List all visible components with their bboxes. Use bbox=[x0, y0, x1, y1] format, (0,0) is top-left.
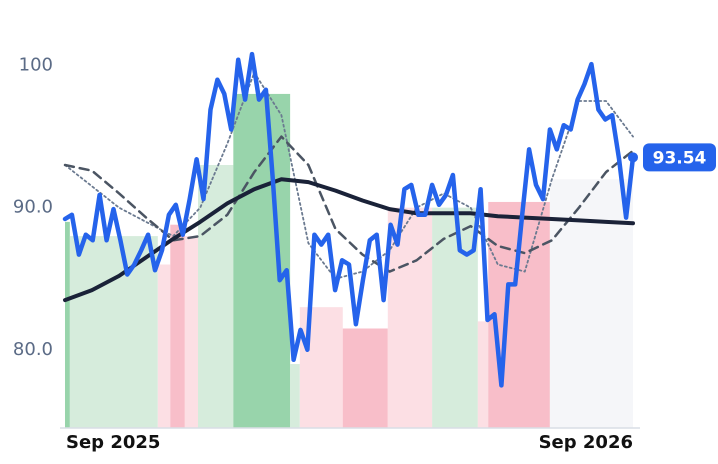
region bbox=[65, 221, 70, 428]
y-tick-label: 90.0 bbox=[13, 197, 53, 218]
region bbox=[299, 307, 343, 428]
region bbox=[197, 165, 234, 428]
region bbox=[170, 224, 185, 428]
region bbox=[549, 179, 633, 428]
y-tick-label: 100 bbox=[19, 54, 53, 75]
last-value-pill bbox=[643, 143, 716, 172]
labels: 80.0 90.0 100 Sep 2025 Sep 2026 93.54 bbox=[13, 54, 716, 453]
regions bbox=[65, 93, 633, 429]
region bbox=[477, 321, 489, 428]
last-point bbox=[628, 152, 638, 163]
region bbox=[233, 93, 291, 429]
region bbox=[432, 207, 478, 428]
region bbox=[157, 264, 171, 428]
region bbox=[290, 364, 300, 428]
last-value-label: 93.54 bbox=[653, 148, 707, 168]
y-tick-label: 80.0 bbox=[13, 339, 53, 360]
series-line bbox=[62, 51, 636, 388]
region bbox=[342, 328, 388, 428]
series-line bbox=[63, 177, 635, 303]
x-tick-label: Sep 2025 bbox=[66, 432, 160, 453]
region bbox=[69, 236, 158, 428]
region bbox=[184, 236, 198, 428]
series-line bbox=[63, 135, 635, 273]
x-tick-label: Sep 2026 bbox=[539, 432, 633, 453]
lines bbox=[62, 51, 636, 388]
